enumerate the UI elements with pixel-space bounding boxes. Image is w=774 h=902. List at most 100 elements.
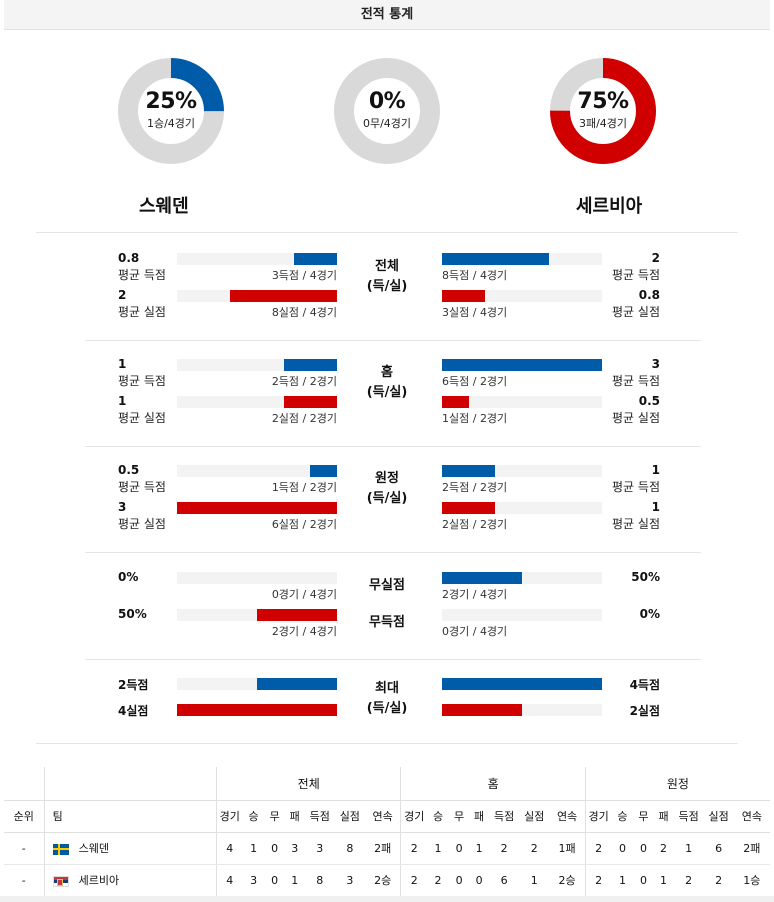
left-bar-caption: 1득점 / 2경기 [271, 481, 337, 494]
left-bar-track [177, 290, 337, 302]
right-bar-track [442, 253, 602, 265]
cell-total-5: 8 [334, 832, 365, 865]
right-stat-value: 2실점 [629, 704, 660, 718]
left-stat-value: 3 [118, 500, 127, 514]
left-bar-fill [177, 502, 337, 514]
cell-home-2: 0 [449, 832, 470, 865]
label-away: 원정 [375, 471, 399, 486]
col-total-2: 무 [264, 799, 285, 833]
cell-away-6: 2패 [733, 832, 770, 865]
left-stat-value: 0.5 [118, 463, 140, 477]
col-home-4: 득점 [489, 799, 520, 833]
right-bar-fill [442, 253, 550, 265]
row-rank: - [4, 864, 45, 897]
left-bar-caption: 0경기 / 4경기 [271, 588, 337, 601]
win-rate-donut: 25% 1승/4경기 [117, 57, 225, 165]
donut-caption: 3패/4경기 [578, 117, 628, 130]
cell-total-0: 4 [216, 864, 243, 897]
left-bar-track [177, 572, 337, 584]
left-bar-caption: 2경기 / 4경기 [271, 625, 337, 638]
left-stat-value: 4실점 [118, 704, 149, 718]
col-rank: 순위 [4, 799, 45, 833]
left-bar-track [177, 609, 337, 621]
left-stat-label: 평균 실점 [118, 411, 166, 425]
cell-total-2: 0 [264, 832, 285, 865]
team-name-link[interactable]: 스웨덴 [78, 842, 109, 855]
right-bar-caption: 2득점 / 2경기 [442, 481, 508, 494]
col-total-1: 승 [242, 799, 265, 833]
label-max: 최대 [375, 681, 399, 696]
cell-away-2: 0 [633, 864, 654, 897]
right-bar-caption: 2경기 / 4경기 [442, 588, 508, 601]
cell-away-5: 6 [703, 832, 734, 865]
cell-away-3: 2 [653, 832, 674, 865]
right-bar-caption: 6득점 / 2경기 [442, 375, 508, 388]
left-stat-value: 1 [118, 394, 127, 408]
left-bar-caption: 8실점 / 4경기 [271, 306, 337, 319]
label-overall-sub: (득/실) [366, 279, 408, 294]
right-bar-caption: 1실점 / 2경기 [442, 412, 508, 425]
donut-track [334, 58, 440, 164]
cell-home-6: 1패 [549, 832, 586, 865]
donut-percent: 0% [368, 89, 406, 114]
left-bar-track [177, 465, 337, 477]
col-total-5: 실점 [334, 799, 365, 833]
left-stat-value: 0.8 [118, 251, 140, 265]
left-bar-fill [309, 465, 337, 477]
team-name-link[interactable]: 세르비아 [78, 874, 120, 887]
left-bar-fill [257, 678, 337, 690]
left-stat-value: 1 [118, 357, 127, 371]
right-bar-caption: 3실점 / 4경기 [442, 306, 508, 319]
left-bar-track [177, 253, 337, 265]
label-overall: 전체 [375, 259, 399, 274]
left-bar-fill [177, 704, 337, 716]
right-bar-caption: 0경기 / 4경기 [442, 625, 508, 638]
row-rank: - [4, 832, 45, 865]
right-bar-fill [442, 359, 602, 371]
left-stat-label: 평균 득점 [118, 480, 166, 494]
cell-away-0: 2 [584, 832, 612, 865]
cell-total-0: 4 [216, 832, 243, 865]
left-stat-value: 2득점 [118, 678, 149, 692]
cell-total-3: 1 [284, 864, 305, 897]
right-stat-label: 평균 실점 [612, 517, 660, 531]
col-total-0: 경기 [216, 799, 243, 833]
label-home: 홈 [381, 365, 393, 380]
right-bar-fill [442, 465, 495, 477]
left-bar-track [177, 678, 337, 690]
right-bar-track [442, 502, 602, 514]
standings-table: 전체 홈 원정 순위 팀 경기 승 무 패 득점 실점 연속 경기 승 무 패 득점 실점 연속 경기 승 무 패… [4, 767, 770, 897]
serbia-flag-icon [52, 875, 69, 887]
right-bar-fill [442, 290, 486, 302]
label-max-sub: (득/실) [366, 701, 408, 716]
left-stat-label: 평균 실점 [118, 517, 166, 531]
right-stat-value: 1 [651, 463, 660, 477]
left-bar-track [177, 359, 337, 371]
left-stat-value: 50% [118, 607, 147, 621]
section-divider [36, 743, 738, 744]
row-team[interactable]: 세르비아 [43, 864, 217, 897]
right-bar-track [442, 290, 602, 302]
cell-total-6: 2승 [364, 864, 401, 897]
cell-total-6: 2패 [364, 832, 401, 865]
right-bar-fill [442, 704, 522, 716]
left-bar-track [177, 704, 337, 716]
section-divider [36, 232, 738, 233]
left-stat-value: 0% [118, 570, 139, 584]
col-away-1: 승 [611, 799, 634, 833]
col-home-5: 실점 [519, 799, 550, 833]
right-stat-value: 4득점 [629, 678, 660, 692]
cell-home-4: 6 [489, 864, 520, 897]
donut-percent: 75% [577, 89, 629, 114]
draw-rate-donut: 0% 0무/4경기 [333, 57, 441, 165]
section-divider [85, 552, 701, 553]
left-bar-fill [293, 253, 337, 265]
label-no-goal: 무득점 [369, 615, 405, 630]
cell-total-4: 3 [304, 832, 335, 865]
label-away-sub: (득/실) [366, 491, 408, 506]
cell-home-3: 1 [469, 832, 490, 865]
right-stat-value: 0.8 [638, 288, 660, 302]
col-home-2: 무 [449, 799, 470, 833]
right-bar-fill [442, 572, 522, 584]
row-team[interactable]: 스웨덴 [43, 832, 217, 865]
